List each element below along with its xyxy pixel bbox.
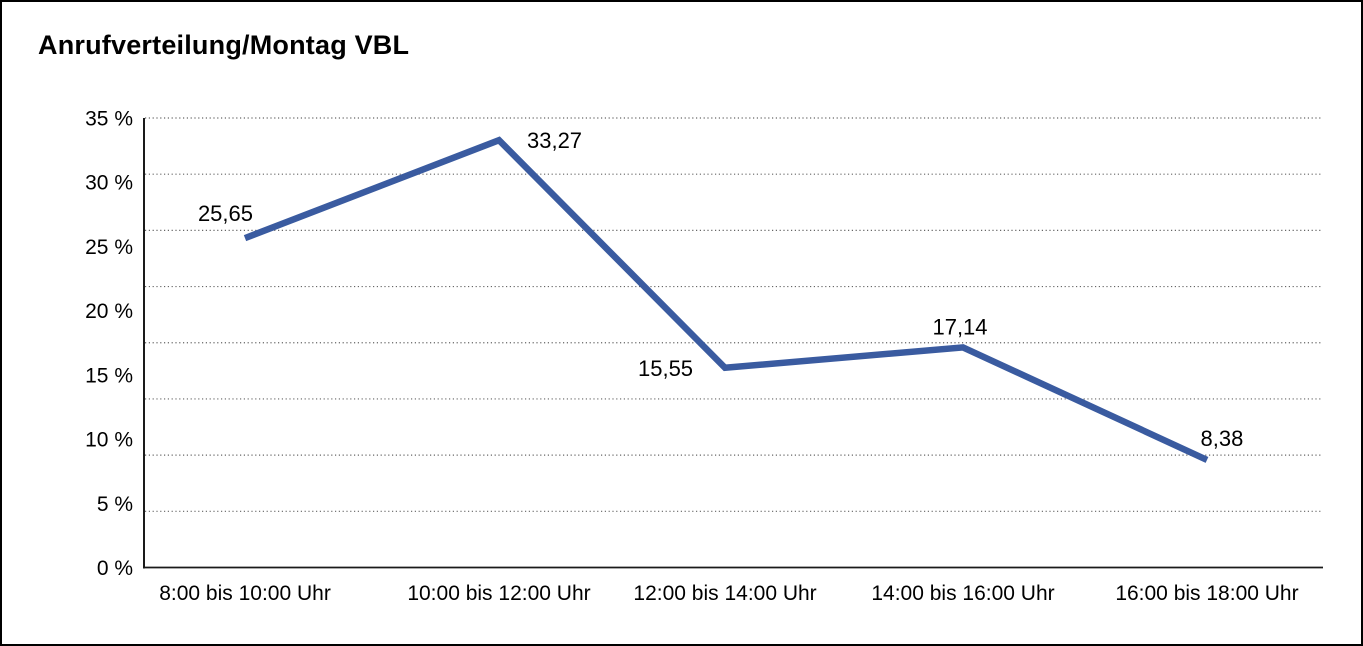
x-tick-label: 14:00 bis 16:00 Uhr	[871, 582, 1054, 605]
x-tick-label: 10:00 bis 12:00 Uhr	[407, 582, 590, 605]
y-tick-label: 35 %	[85, 108, 133, 131]
data-point-label: 17,14	[932, 314, 987, 339]
y-tick-label: 5 %	[97, 493, 133, 516]
y-tick-label: 25 %	[85, 236, 133, 259]
data-point-label: 15,55	[638, 356, 693, 381]
x-tick-label: 8:00 bis 10:00 Uhr	[159, 582, 331, 605]
x-tick-label: 12:00 bis 14:00 Uhr	[633, 582, 816, 605]
y-tick-label: 10 %	[85, 429, 133, 452]
data-line	[243, 136, 1209, 463]
data-point-label: 8,38	[1201, 426, 1244, 451]
y-tick-label: 0 %	[97, 557, 133, 580]
x-tick-label: 16:00 bis 18:00 Uhr	[1115, 582, 1298, 605]
chart-title: Anrufverteilung/Montag VBL	[38, 30, 410, 60]
y-tick-label: 20 %	[85, 300, 133, 323]
y-tick-label: 30 %	[85, 172, 133, 195]
data-point-label: 33,27	[527, 128, 582, 153]
y-tick-label: 15 %	[85, 364, 133, 387]
data-point-label: 25,65	[198, 201, 253, 226]
